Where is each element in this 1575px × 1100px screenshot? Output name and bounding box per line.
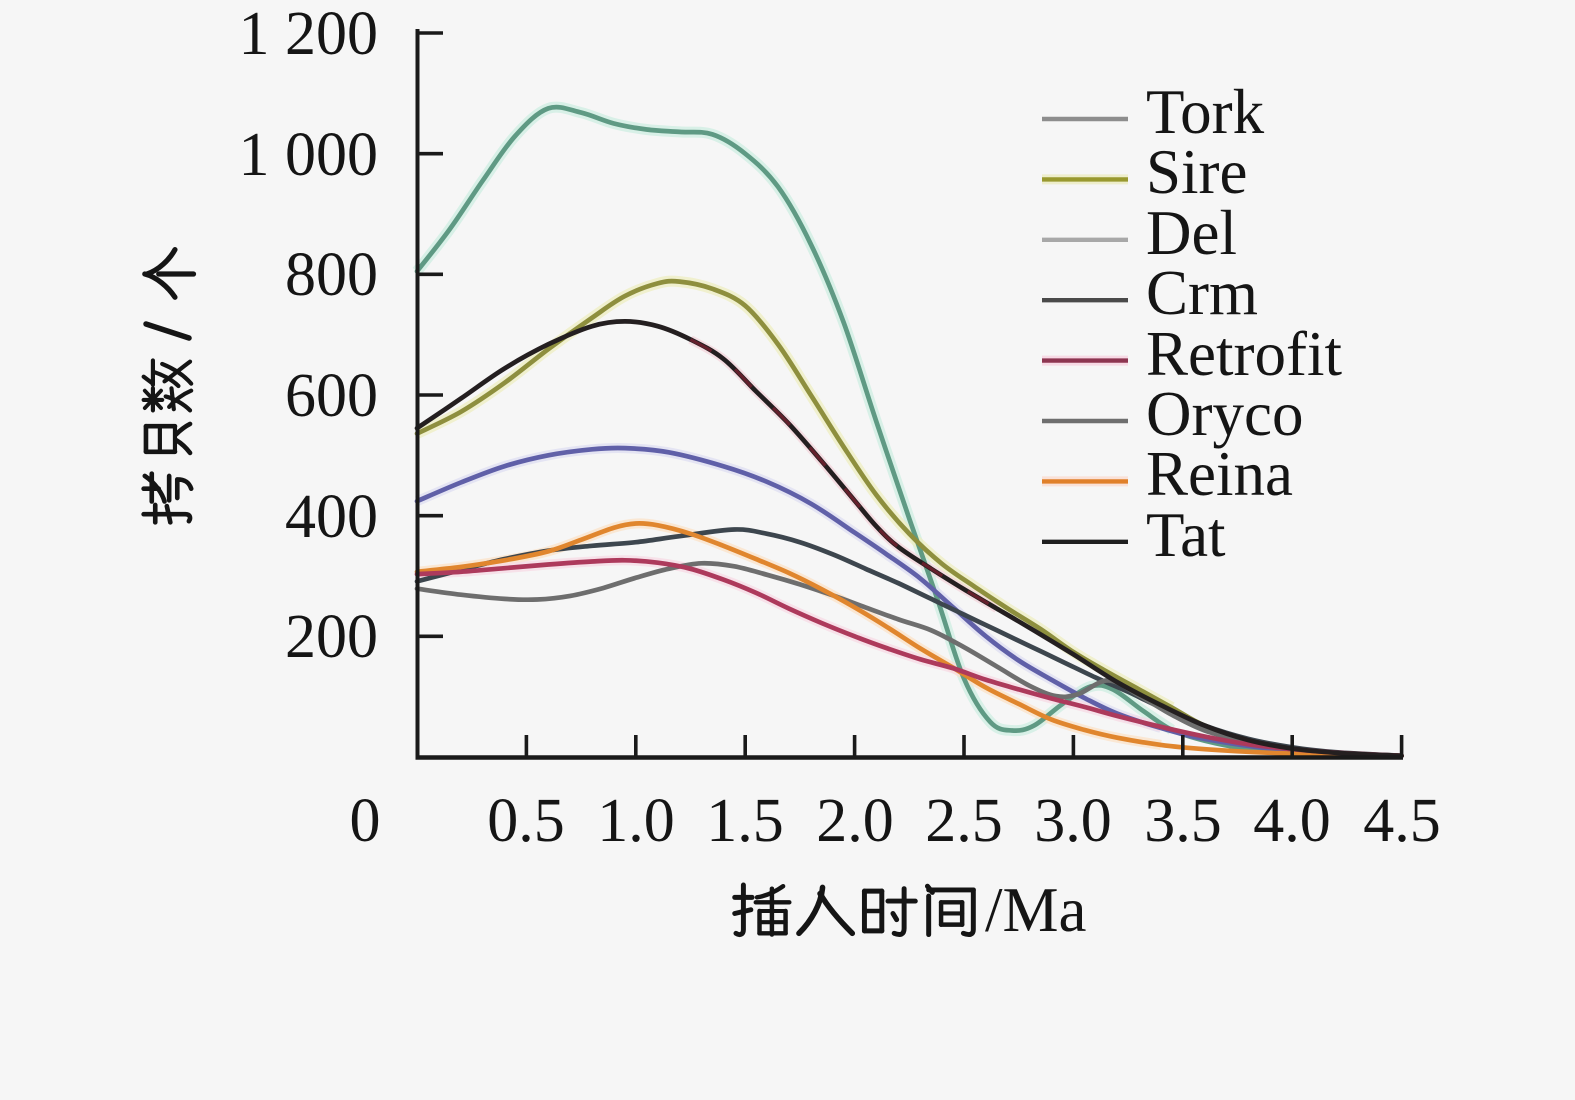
svg-text:Del: Del: [1146, 198, 1237, 268]
svg-text:4.5: 4.5: [1363, 787, 1441, 855]
svg-text:/Ma: /Ma: [985, 875, 1087, 945]
svg-text:200: 200: [285, 603, 378, 671]
svg-text:1 000: 1 000: [239, 121, 379, 189]
svg-text:2.5: 2.5: [925, 787, 1003, 855]
svg-text:Oryco: Oryco: [1146, 379, 1303, 449]
svg-text:Retrofit: Retrofit: [1146, 319, 1342, 389]
svg-text:0: 0: [350, 787, 381, 855]
svg-text:Sire: Sire: [1146, 137, 1247, 207]
svg-text:1.0: 1.0: [597, 787, 675, 855]
svg-text:Tork: Tork: [1146, 77, 1265, 147]
svg-text:600: 600: [285, 362, 378, 430]
svg-text:4.0: 4.0: [1253, 787, 1331, 855]
svg-text:800: 800: [285, 241, 378, 309]
svg-text:1.5: 1.5: [706, 787, 784, 855]
svg-text:1 200: 1 200: [239, 0, 379, 68]
svg-text:0.5: 0.5: [487, 787, 565, 855]
svg-text:Reina: Reina: [1146, 439, 1293, 509]
svg-text:3.0: 3.0: [1034, 787, 1112, 855]
svg-text:Crm: Crm: [1146, 258, 1258, 328]
svg-text:Tat: Tat: [1146, 500, 1226, 570]
svg-text:2.0: 2.0: [816, 787, 894, 855]
svg-text:400: 400: [285, 483, 378, 551]
svg-text:3.5: 3.5: [1144, 787, 1222, 855]
